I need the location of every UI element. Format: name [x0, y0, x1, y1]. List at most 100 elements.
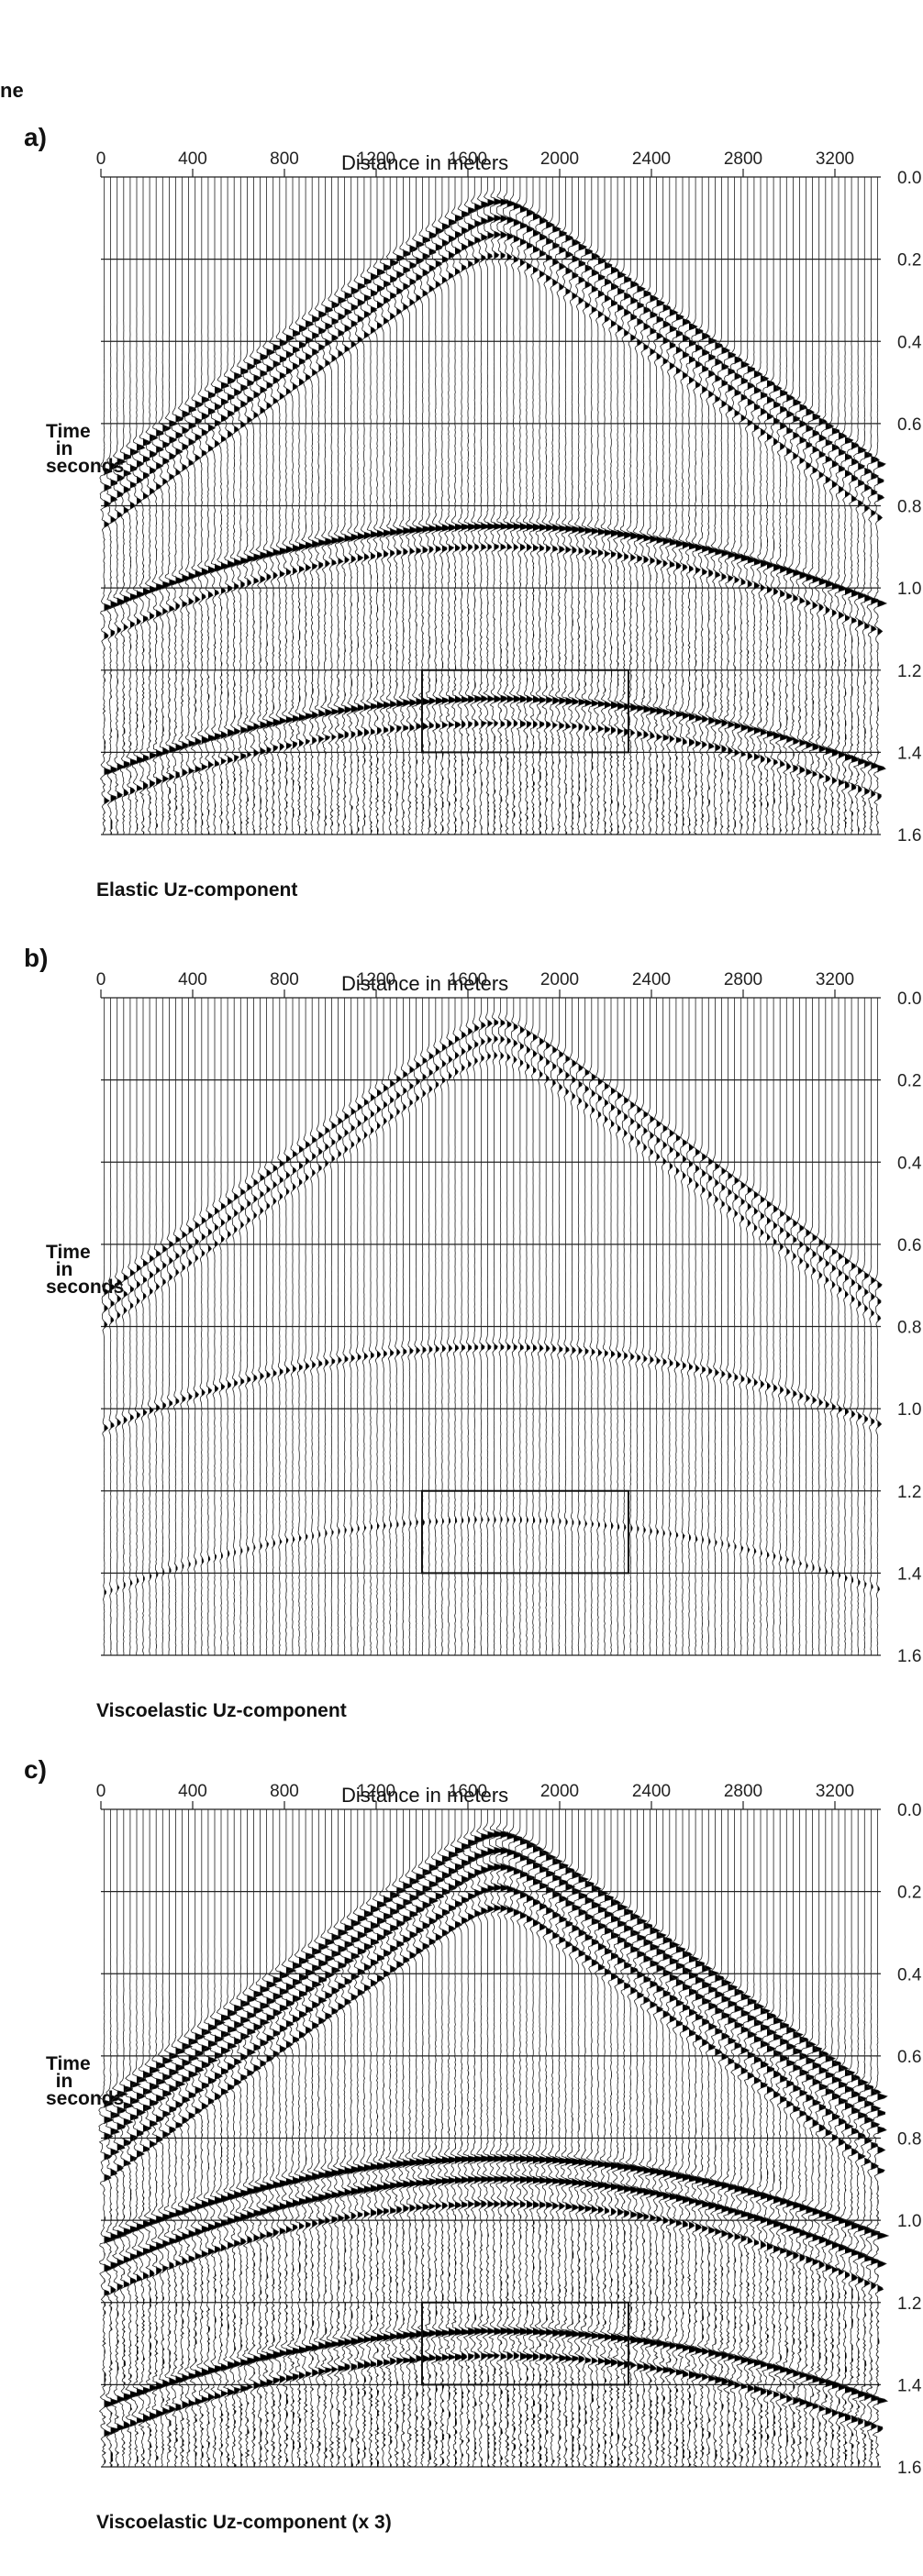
seismic-trace — [166, 998, 174, 1656]
x-tick-label: 1600 — [449, 970, 487, 989]
seismic-trace — [157, 1809, 174, 2468]
seismic-trace — [756, 177, 770, 835]
seismic-trace — [132, 177, 146, 835]
seismic-trace — [608, 998, 617, 1656]
seismic-trace — [222, 1809, 238, 2468]
x-tick-label: 3200 — [816, 1782, 854, 1801]
seismic-trace — [303, 998, 311, 1656]
seismic-trace — [566, 1809, 584, 2468]
seismic-trace — [231, 998, 239, 1655]
x-tick-label: 1200 — [357, 970, 395, 989]
seismic-trace — [550, 998, 558, 1656]
seismic-trace — [782, 177, 796, 835]
seismic-trace — [261, 177, 276, 835]
trace-fill — [350, 998, 356, 1655]
seismic-trace — [497, 998, 506, 1656]
seismic-trace — [678, 177, 692, 835]
seismic-trace — [771, 998, 779, 1656]
trace-fill — [272, 1809, 283, 2467]
seismic-trace — [470, 177, 484, 835]
trace-fill — [630, 1809, 640, 2467]
seismic-trace — [615, 998, 623, 1656]
seismic-trace — [469, 1809, 486, 2468]
cut-off-text: ne — [0, 79, 24, 102]
seismic-trace — [218, 998, 227, 1656]
trace-fill — [325, 1809, 335, 2467]
trace-group — [99, 177, 888, 835]
seismic-trace — [397, 1809, 415, 2468]
seismic-trace — [118, 1809, 135, 2468]
seismic-trace — [98, 1809, 117, 2468]
trace-fill — [584, 177, 593, 835]
seismic-trace — [860, 177, 873, 835]
seismic-trace — [684, 1809, 700, 2468]
trace-fill — [468, 177, 476, 835]
seismic-trace — [206, 998, 213, 1655]
seismic-trace — [501, 1809, 517, 2468]
seismic-trace — [374, 998, 383, 1655]
seismic-trace — [534, 1809, 551, 2468]
seismic-trace — [183, 177, 197, 835]
seismic-trace — [328, 998, 337, 1656]
trace-fill — [519, 177, 528, 835]
trace-fill — [786, 177, 795, 835]
x-tick-label: 2400 — [632, 970, 671, 989]
trace-fill — [384, 1809, 394, 2467]
trace-fill — [110, 177, 119, 835]
seismic-trace — [406, 998, 415, 1656]
seismic-trace — [829, 998, 837, 1656]
y-tick-label: 1.6 — [897, 826, 921, 846]
seismic-trace — [121, 998, 128, 1656]
trace-fill — [428, 1809, 439, 2467]
seismic-trace — [809, 998, 817, 1656]
seismic-trace — [459, 998, 467, 1656]
seismic-trace — [124, 1809, 142, 2468]
seismic-trace — [411, 177, 426, 835]
trace-fill — [793, 177, 802, 835]
seismic-trace — [816, 998, 824, 1656]
seismic-trace — [840, 1809, 856, 2468]
seismic-trace — [547, 1809, 563, 2468]
seismic-trace — [611, 1809, 628, 2468]
x-tick-label: 0 — [96, 1782, 106, 1801]
seismic-trace — [341, 998, 350, 1656]
trace-fill — [396, 1809, 406, 2467]
seismic-trace — [575, 998, 584, 1656]
trace-fill — [416, 998, 421, 1655]
seismic-trace — [803, 998, 811, 1656]
seismic-trace — [190, 177, 205, 835]
trace-fill — [565, 177, 573, 835]
seismic-trace — [216, 177, 230, 835]
trace-fill — [786, 1809, 797, 2467]
x-tick-label: 400 — [178, 970, 207, 989]
seismic-trace — [290, 998, 297, 1656]
wiggle-plot: 0 400 800 1200 1600 2000 2400 2800 3200 0.0 0.2 0.4… — [96, 970, 922, 1666]
seismic-trace — [372, 1809, 388, 2468]
seismic-trace — [755, 1809, 772, 2468]
seismic-trace — [773, 1809, 790, 2468]
seismic-trace — [684, 177, 698, 835]
trace-fill — [877, 177, 887, 835]
y-tick-label: 0.6 — [897, 1236, 921, 1255]
y-tick-label: 1.6 — [897, 2459, 921, 2478]
seismic-trace — [134, 998, 142, 1656]
seismic-trace — [425, 177, 438, 835]
trace-fill — [409, 177, 418, 835]
seismic-trace — [631, 1809, 648, 2468]
seismic-trace — [394, 998, 402, 1656]
seismic-trace — [384, 1809, 401, 2468]
seismic-trace — [318, 1809, 336, 2468]
seismic-trace — [699, 998, 707, 1656]
seismic-trace — [444, 177, 458, 835]
trace-fill — [377, 1809, 387, 2467]
seismic-trace — [130, 1809, 148, 2468]
seismic-trace — [517, 998, 526, 1655]
seismic-trace — [579, 1809, 595, 2468]
trace-fill — [559, 1809, 569, 2467]
seismic-trace — [147, 998, 155, 1655]
trace-fill — [689, 1809, 699, 2467]
seismic-trace — [846, 177, 861, 835]
seismic-trace — [814, 177, 828, 835]
seismic-trace — [351, 1809, 369, 2468]
x-tick-label: 1600 — [449, 1782, 487, 1801]
